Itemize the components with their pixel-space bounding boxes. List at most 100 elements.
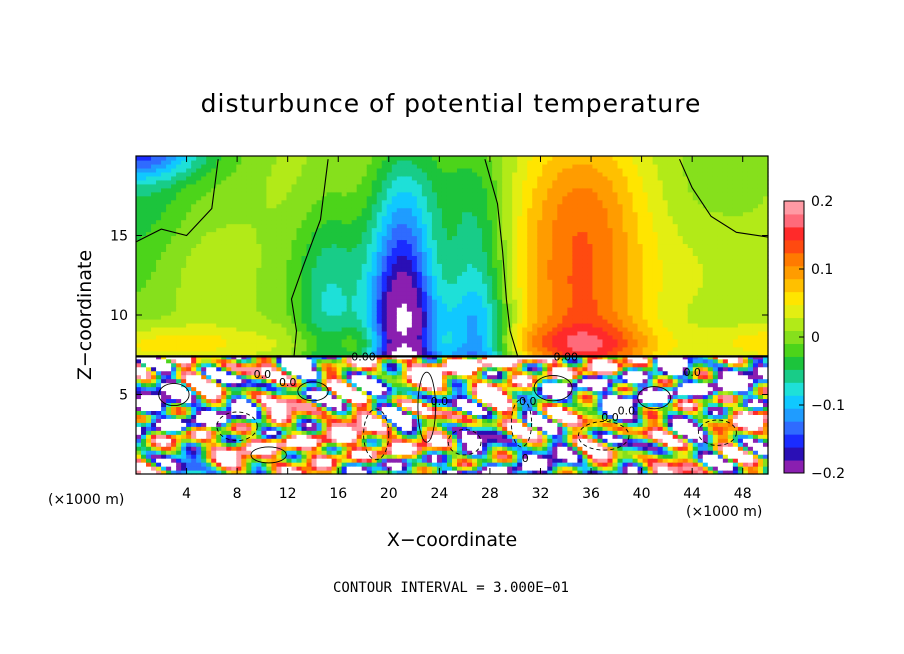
heatmap-cell <box>316 422 323 427</box>
heatmap-cell <box>141 458 147 463</box>
heatmap-cell <box>176 183 182 189</box>
heatmap-cell <box>396 426 403 431</box>
heatmap-cell <box>441 243 448 249</box>
heatmap-cell <box>136 215 142 221</box>
heatmap-cell <box>311 259 318 264</box>
heatmap-cell <box>156 358 162 364</box>
heatmap-cell <box>236 446 242 451</box>
heatmap-cell <box>141 303 147 308</box>
heatmap-cell <box>221 382 227 388</box>
heatmap-cell <box>251 326 257 332</box>
heatmap-cell <box>386 231 393 237</box>
heatmap-cell <box>201 275 207 280</box>
heatmap-cell <box>361 239 368 245</box>
heatmap-cell <box>316 279 323 284</box>
heatmap-cell <box>196 426 202 431</box>
heatmap-cell <box>401 175 408 181</box>
heatmap-cell <box>141 156 147 161</box>
heatmap-cell <box>431 227 438 233</box>
heatmap-cell <box>281 167 288 173</box>
heatmap-cell <box>231 462 237 467</box>
heatmap-cell <box>336 163 343 169</box>
heatmap-cell <box>316 458 323 463</box>
heatmap-cell <box>191 191 197 197</box>
heatmap-cell <box>406 195 413 201</box>
heatmap-cell <box>356 338 363 344</box>
heatmap-cell <box>421 247 428 252</box>
heatmap-cell <box>371 291 378 296</box>
heatmap-cell <box>296 322 303 328</box>
heatmap-cell <box>261 342 268 348</box>
heatmap-cell <box>151 370 157 376</box>
heatmap-cell <box>436 426 443 431</box>
heatmap-cell <box>241 330 247 336</box>
heatmap-cell <box>226 159 232 165</box>
heatmap-cell <box>171 338 177 344</box>
heatmap-cell <box>316 203 323 209</box>
heatmap-cell <box>411 215 418 221</box>
heatmap-cell <box>381 275 388 280</box>
heatmap-cell <box>201 259 207 264</box>
heatmap-cell <box>306 235 313 241</box>
heatmap-cell <box>361 311 368 316</box>
heatmap-cell <box>386 191 393 197</box>
heatmap-cell <box>276 191 283 197</box>
heatmap-cell <box>326 458 333 463</box>
heatmap-cell <box>221 438 227 443</box>
heatmap-cell <box>426 163 433 169</box>
heatmap-cell <box>276 370 283 376</box>
heatmap-cell <box>401 382 408 388</box>
heatmap-cell <box>401 446 408 451</box>
heatmap-cell <box>321 378 328 384</box>
heatmap-cell <box>406 191 413 197</box>
heatmap-cell <box>391 370 398 376</box>
heatmap-cell <box>391 255 398 260</box>
heatmap-cell <box>416 263 423 268</box>
heatmap-cell <box>231 330 237 336</box>
heatmap-cell <box>231 315 237 320</box>
heatmap-cell <box>186 251 192 256</box>
heatmap-cell <box>406 410 413 415</box>
heatmap-cell <box>276 426 283 431</box>
heatmap-cell <box>156 267 162 272</box>
heatmap-cell <box>196 156 202 161</box>
heatmap-cell <box>326 386 333 392</box>
heatmap-cell <box>296 398 303 404</box>
heatmap-cell <box>416 394 423 400</box>
heatmap-cell <box>361 406 368 411</box>
heatmap-cell <box>231 406 237 411</box>
heatmap-cell <box>336 275 343 280</box>
heatmap-cell <box>286 307 293 312</box>
heatmap-cell <box>221 243 227 249</box>
heatmap-cell <box>266 179 273 185</box>
heatmap-cell <box>226 175 232 181</box>
heatmap-cell <box>146 374 152 380</box>
heatmap-cell <box>191 271 197 276</box>
heatmap-cell <box>201 438 207 443</box>
heatmap-cell <box>291 386 298 392</box>
heatmap-cell <box>356 159 363 165</box>
heatmap-cell <box>251 171 257 177</box>
heatmap-cell <box>406 315 413 320</box>
heatmap-cell <box>331 207 338 213</box>
heatmap-cell <box>211 203 217 209</box>
heatmap-cell <box>301 454 308 459</box>
heatmap-cell <box>361 334 368 340</box>
heatmap-cell <box>251 303 257 308</box>
heatmap-cell <box>276 322 283 328</box>
heatmap-cell <box>256 466 262 471</box>
heatmap-cell <box>281 195 288 201</box>
heatmap-cell <box>171 358 177 364</box>
heatmap-cell <box>326 255 333 260</box>
heatmap-cell <box>431 438 438 443</box>
heatmap-cell <box>321 307 328 312</box>
heatmap-cell <box>426 183 433 189</box>
heatmap-cell <box>426 382 433 388</box>
heatmap-cell <box>276 243 283 249</box>
heatmap-cell <box>161 187 167 193</box>
heatmap-cell <box>166 342 172 348</box>
heatmap-cell <box>281 322 288 328</box>
heatmap-cell <box>436 462 443 467</box>
heatmap-cell <box>341 426 348 431</box>
heatmap-cell <box>216 219 222 225</box>
